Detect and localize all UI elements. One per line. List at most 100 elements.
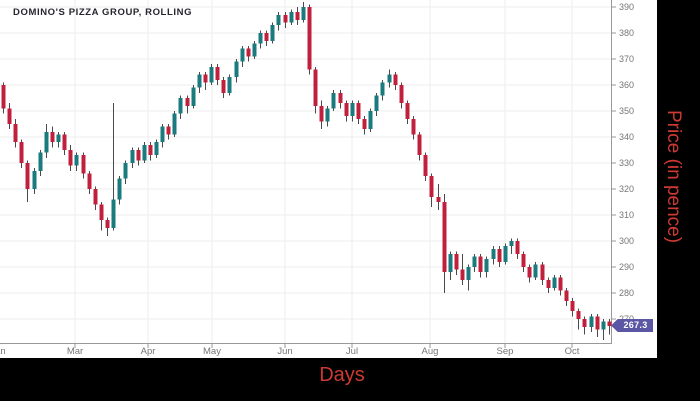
candle[interactable]	[178, 98, 183, 114]
candle[interactable]	[289, 12, 294, 23]
candle[interactable]	[380, 82, 385, 96]
candle[interactable]	[234, 61, 239, 78]
candle[interactable]	[154, 142, 159, 156]
candle[interactable]	[576, 311, 581, 319]
candle[interactable]	[111, 199, 116, 228]
candle[interactable]	[417, 134, 422, 156]
candle[interactable]	[338, 92, 343, 104]
candle[interactable]	[607, 321, 612, 327]
candle[interactable]	[148, 144, 153, 156]
candle[interactable]	[515, 241, 520, 254]
candle[interactable]	[558, 277, 563, 291]
candle[interactable]	[74, 155, 79, 166]
candle[interactable]	[313, 69, 318, 106]
candle[interactable]	[478, 256, 483, 273]
candle[interactable]	[227, 77, 232, 93]
candle[interactable]	[81, 155, 86, 174]
candle[interactable]	[283, 14, 288, 23]
candle[interactable]	[32, 170, 37, 189]
candle[interactable]	[503, 246, 508, 262]
candlestick-plot[interactable]	[0, 0, 657, 358]
candle[interactable]	[533, 264, 538, 278]
candle[interactable]	[276, 14, 281, 26]
candle[interactable]	[405, 103, 410, 119]
candle[interactable]	[301, 7, 306, 20]
candle[interactable]	[209, 66, 214, 83]
candle[interactable]	[44, 131, 49, 153]
candle[interactable]	[307, 7, 312, 70]
candle[interactable]	[411, 118, 416, 135]
candle[interactable]	[393, 74, 398, 85]
candle[interactable]	[123, 163, 128, 179]
candle[interactable]	[117, 178, 122, 200]
candle[interactable]	[270, 25, 275, 41]
candle[interactable]	[399, 85, 404, 104]
candle[interactable]	[601, 321, 606, 330]
candle[interactable]	[56, 134, 61, 143]
candle[interactable]	[319, 105, 324, 122]
candle[interactable]	[203, 74, 208, 83]
candle[interactable]	[7, 108, 12, 124]
candle[interactable]	[368, 111, 373, 130]
candle[interactable]	[344, 103, 349, 117]
candle[interactable]	[215, 66, 220, 80]
candle[interactable]	[564, 290, 569, 301]
candle[interactable]	[68, 150, 73, 166]
candle[interactable]	[325, 108, 330, 122]
candle[interactable]	[374, 95, 379, 111]
candle[interactable]	[136, 150, 141, 161]
candle[interactable]	[527, 267, 532, 278]
candle[interactable]	[240, 48, 245, 62]
candle[interactable]	[38, 152, 43, 171]
candle[interactable]	[221, 79, 226, 93]
candle[interactable]	[172, 113, 177, 135]
candle[interactable]	[105, 220, 110, 228]
candle[interactable]	[582, 319, 587, 327]
candle[interactable]	[521, 254, 526, 267]
candle[interactable]	[93, 189, 98, 205]
candle[interactable]	[540, 264, 545, 280]
candle[interactable]	[436, 196, 441, 202]
candle[interactable]	[589, 316, 594, 327]
candle[interactable]	[448, 254, 453, 273]
candle[interactable]	[472, 256, 477, 267]
candle[interactable]	[552, 277, 557, 288]
candle[interactable]	[356, 103, 361, 119]
candle[interactable]	[454, 254, 459, 270]
candle[interactable]	[252, 43, 257, 57]
candle[interactable]	[142, 144, 147, 161]
candle[interactable]	[1, 85, 6, 109]
candle[interactable]	[387, 74, 392, 83]
candle[interactable]	[423, 155, 428, 176]
candle[interactable]	[546, 280, 551, 288]
candle[interactable]	[25, 163, 30, 189]
candle[interactable]	[99, 204, 104, 221]
candle[interactable]	[258, 33, 263, 44]
candle[interactable]	[50, 131, 55, 143]
candle[interactable]	[191, 87, 196, 106]
candle[interactable]	[497, 248, 502, 262]
candle[interactable]	[130, 150, 135, 163]
candle[interactable]	[160, 126, 165, 143]
candle[interactable]	[197, 74, 202, 88]
candle[interactable]	[460, 269, 465, 280]
candle[interactable]	[331, 92, 336, 109]
candle[interactable]	[264, 33, 269, 41]
candle[interactable]	[87, 173, 92, 189]
candle[interactable]	[350, 103, 355, 117]
candle[interactable]	[246, 48, 251, 57]
candle[interactable]	[509, 241, 514, 247]
candle[interactable]	[491, 248, 496, 260]
candle[interactable]	[13, 124, 18, 143]
candle[interactable]	[570, 300, 575, 312]
candle[interactable]	[62, 134, 67, 150]
candle[interactable]	[595, 316, 600, 330]
candle[interactable]	[19, 142, 24, 163]
candle[interactable]	[484, 259, 489, 273]
candle[interactable]	[295, 12, 300, 20]
candle[interactable]	[466, 267, 471, 280]
candle[interactable]	[166, 126, 171, 135]
candle[interactable]	[429, 176, 434, 197]
candle[interactable]	[442, 202, 447, 273]
candle[interactable]	[362, 118, 367, 130]
